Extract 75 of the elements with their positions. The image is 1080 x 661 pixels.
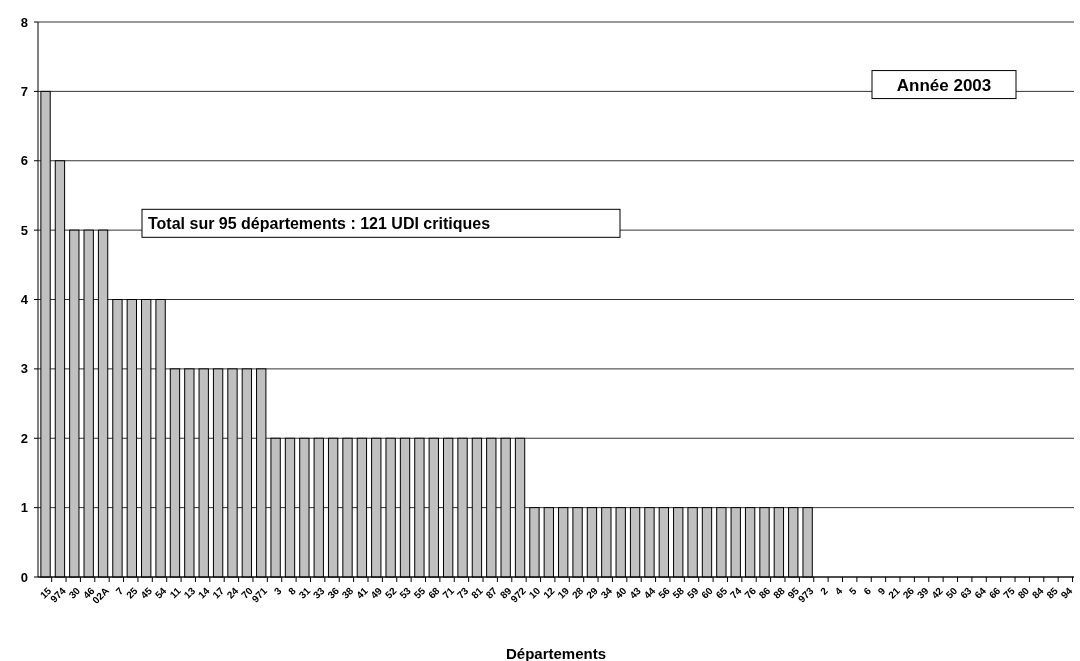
y-tick-label: 2 [20,430,28,446]
x-tick-label: 12 [541,584,558,601]
x-tick-label: 65 [713,584,730,601]
x-tick-label: 14 [195,584,212,601]
x-tick-label: 45 [138,584,155,601]
x-tick-label: 56 [656,584,673,601]
x-tick-label: 40 [612,584,629,601]
x-tick-label: 87 [483,584,500,601]
x-tick-label: 53 [397,584,414,601]
x-tick-label: 68 [426,584,442,601]
x-tick-label: 25 [124,584,141,601]
x-tick-label: 66 [986,584,1003,601]
x-tick-label: 8 [286,584,299,597]
x-tick-label: 33 [310,584,327,601]
x-tick-label: 54 [152,584,169,601]
annotation: Total sur 95 départements : 121 UDI critiques [148,215,491,233]
x-tick-label: 59 [684,584,701,601]
x-tick-label: 13 [181,584,198,601]
x-tick-label: 42 [929,584,946,601]
x-tick-label: 80 [1015,584,1032,601]
x-tick-label: 10 [526,584,543,601]
x-tick-label: 55 [411,584,428,601]
x-tick-label: 4 [832,584,845,597]
x-tick-label: 19 [555,584,572,601]
x-tick-label: 64 [972,584,989,601]
x-tick-label: 9 [875,584,888,597]
y-tick-label: 6 [20,153,28,169]
x-tick-label: 58 [670,584,687,601]
y-tick-label: 3 [20,361,28,377]
note-box: Année 2003 [871,70,1017,100]
x-tick-label: 44 [641,584,658,601]
x-tick-label: 50 [943,584,960,601]
x-tick-label: 6 [861,584,874,597]
x-tick-label: 30 [66,584,83,601]
x-tick-label: 2 [818,584,831,597]
x-tick-label: 28 [569,584,586,601]
x-tick-label: 29 [584,584,601,601]
y-tick-label: 0 [20,569,28,585]
y-tick-label: 8 [20,14,28,30]
x-tick-label: 94 [1058,584,1075,601]
x-tick-label: 74 [727,584,744,601]
x-tick-label: 3 [271,584,284,597]
x-tick-label: 11 [167,584,184,601]
x-tick-label: 36 [325,584,342,601]
x-tick-label: 17 [210,584,227,601]
x-tick-label: 26 [900,584,917,601]
x-tick-label: 71 [440,584,457,601]
x-tick-label: 75 [1001,584,1018,601]
x-tick-label: 86 [756,584,773,601]
x-tick-label: 5 [846,584,859,597]
x-tick-label: 88 [771,584,788,601]
x-tick-label: 41 [354,584,371,601]
x-tick-label: 49 [368,584,385,601]
x-tick-label: 21 [886,584,903,601]
y-tick-label: 1 [20,500,28,516]
y-tick-label: 5 [20,222,28,238]
x-tick-label: 85 [1044,584,1061,601]
x-tick-label: 81 [469,584,486,601]
x-tick-label: 38 [339,584,356,601]
x-tick-label: 52 [382,584,399,601]
x-tick-label: 63 [958,584,974,601]
y-tick-label: 7 [20,83,28,99]
x-tick-label: 60 [699,584,716,601]
annotation: Année 2003 [896,75,992,95]
x-tick-label: 7 [113,584,126,597]
x-tick-label: 84 [1029,584,1046,601]
x-tick-label: 76 [742,584,759,601]
x-tick-label: 43 [627,584,644,601]
note-box: Total sur 95 départements : 121 UDI critiques [141,208,621,238]
x-tick-label: 34 [598,584,615,601]
x-tick-label: 73 [454,584,471,601]
x-tick-label: 31 [296,584,313,601]
x-tick-label: 24 [224,584,241,601]
x-tick-label: 39 [914,584,931,601]
y-tick-label: 4 [20,292,29,308]
